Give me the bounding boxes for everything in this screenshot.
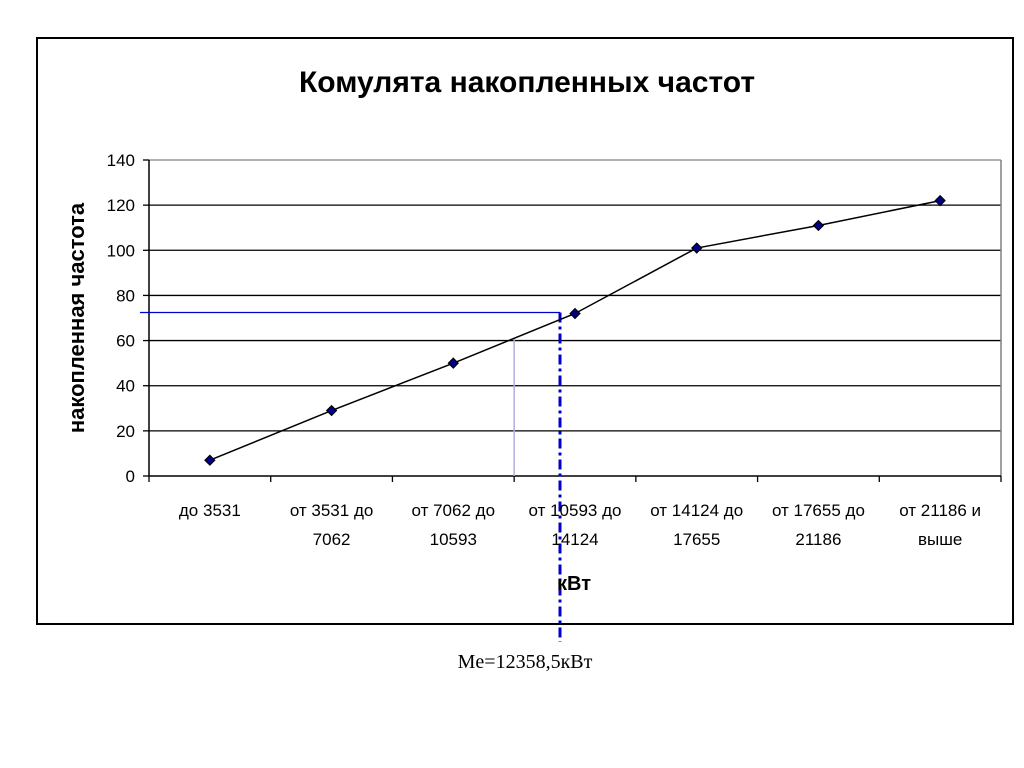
- x-tick-label: от 21186 и выше: [899, 501, 981, 549]
- data-point-marker: [691, 242, 703, 254]
- median-annotation: Me=12358,5кВт: [458, 651, 593, 673]
- y-tick-label: 60: [116, 332, 135, 351]
- x-tick-label: от 7062 до 10593: [412, 501, 496, 549]
- data-point-marker: [934, 194, 946, 207]
- x-tick-label: до 3531: [179, 501, 241, 520]
- chart-frame: [36, 37, 1014, 625]
- label-layer: 0 20 40 60 80 100 120 140 до 3531 от 3531 до 7062 о…: [107, 151, 981, 549]
- x-tick-label: от 17655 до 21186: [772, 501, 865, 549]
- series-layer: [204, 194, 946, 466]
- data-point-marker: [447, 357, 459, 369]
- data-point-marker: [325, 404, 338, 417]
- x-axis-label: кВт: [557, 573, 591, 595]
- data-point-marker: [204, 454, 216, 466]
- x-tick-label: от 10593 до 14124: [529, 501, 622, 549]
- x-tick-label: от 3531 до 7062: [290, 501, 374, 549]
- y-tick-label: 140: [107, 151, 135, 170]
- chart-title: Комулята накопленных частот: [299, 66, 755, 99]
- data-point-marker: [812, 219, 825, 232]
- y-tick-label: 0: [126, 467, 135, 486]
- series-line: [209, 199, 941, 461]
- axis-layer: [143, 159, 1002, 482]
- grid-layer: [149, 159, 1001, 432]
- y-axis-label: накопленная частота: [64, 202, 89, 433]
- data-point-marker: [569, 307, 581, 320]
- x-tick-label: от 14124 до 17655: [650, 501, 743, 549]
- y-tick-label: 120: [107, 196, 135, 215]
- median-layer: [140, 311, 562, 642]
- y-tick-label: 100: [107, 241, 135, 260]
- y-tick-label: 80: [116, 286, 135, 305]
- y-tick-label: 20: [116, 422, 135, 441]
- y-tick-label: 40: [116, 377, 135, 396]
